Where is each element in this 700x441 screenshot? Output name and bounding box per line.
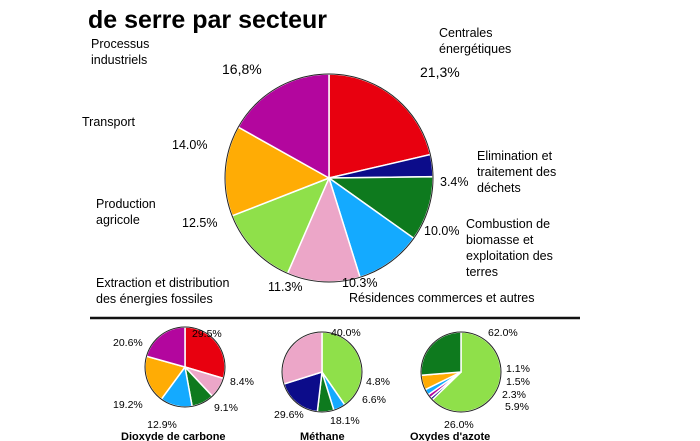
main-pie xyxy=(224,73,434,283)
main-pie-labels: Centrales énergétiques 21,3% Elimination et… xyxy=(82,26,556,306)
co2-pie-value-centrales: 29.5% xyxy=(192,328,222,340)
nox-pie-value-residences: 2.3% xyxy=(502,389,526,401)
co2-pie-value-residences: 12.9% xyxy=(147,419,177,431)
main-label-centrales-line-2: énergétiques xyxy=(439,42,511,56)
nox-pie-slice-combustion xyxy=(420,331,462,377)
main-value-transport: 14.0% xyxy=(172,138,207,152)
co2-pie-outline xyxy=(144,326,226,408)
methane-pie-value-agricole: 40.0% xyxy=(331,327,361,339)
methane-pie-value-combustion: 6.6% xyxy=(362,394,386,406)
main-label-centrales-line-1: Centrales xyxy=(439,26,493,40)
nox-pie-value-agricole: 62.0% xyxy=(488,327,518,339)
main-label-transport-line-1: Transport xyxy=(82,115,136,129)
co2-pie-value-combustion: 9.1% xyxy=(214,402,238,414)
main-label-agricole-line-2: agricole xyxy=(96,213,140,227)
co2-pie: 29.5% 8.4% 9.1% 12.9% 19.2% 20.6% Dioxyde de c… xyxy=(113,326,254,441)
co2-pie-title: Dioxyde de carbone xyxy=(121,431,226,441)
nox-pie-value-combustion: 26.0% xyxy=(444,419,474,431)
main-label-combustion-line-2: biomasse et xyxy=(466,233,534,247)
main-value-extraction: 11.3% xyxy=(268,280,303,294)
methane-pie-value-extraction: 29.6% xyxy=(274,409,304,421)
nox-pie: 62.0% 1.1%1.5%2.3%5.9% 26.0%Oxydes d'azote xyxy=(410,327,530,441)
main-pie-outline xyxy=(224,73,434,283)
nox-pie-value-transport: 5.9% xyxy=(505,401,529,413)
main-label-agricole-line-1: Production xyxy=(96,197,156,211)
main-value-industriels: 16,8% xyxy=(222,61,262,77)
methane-pie: 40.0% 4.8% 6.6%18.1% 29.6% Méthane xyxy=(274,327,390,441)
methane-pie-title: Méthane xyxy=(300,431,345,441)
main-label-residences-line-1: Résidences commerces et autres xyxy=(349,291,535,305)
main-value-residences: 10.3% xyxy=(342,276,377,290)
methane-pie-outline xyxy=(281,331,363,413)
main-label-combustion-line-3: exploitation des xyxy=(466,249,553,263)
main-label-combustion-line-4: terres xyxy=(466,265,498,279)
main-value-centrales: 21,3% xyxy=(420,64,460,80)
methane-pie-value-residences: 4.8% xyxy=(366,376,390,388)
co2-pie-value-transport: 19.2% xyxy=(113,399,143,411)
nox-pie-outline xyxy=(420,331,502,413)
sub-pies: 29.5% 8.4% 9.1% 12.9% 19.2% 20.6% Dioxyde de c… xyxy=(113,326,530,441)
main-value-agricole: 12.5% xyxy=(182,216,217,230)
co2-pie-value-industriels: 20.6% xyxy=(113,337,143,349)
main-label-elimination-line-1: Elimination et xyxy=(477,149,553,163)
main-value-combustion: 10.0% xyxy=(424,224,459,238)
main-value-elimination: 3.4% xyxy=(440,175,469,189)
nox-pie-value-industriels: 1.5% xyxy=(506,376,530,388)
main-label-elimination-line-3: déchets xyxy=(477,181,521,195)
methane-pie-value-elimination: 18.1% xyxy=(330,415,360,427)
main-label-industriels-line-1: Processus xyxy=(91,37,149,51)
main-label-elimination-line-2: traitement des xyxy=(477,165,556,179)
nox-pie-title: Oxydes d'azote xyxy=(410,431,490,441)
nox-pie-value-elimination: 1.1% xyxy=(506,363,530,375)
co2-pie-value-extraction: 8.4% xyxy=(230,376,254,388)
main-label-industriels-line-2: industriels xyxy=(91,53,147,67)
main-label-combustion-line-1: Combustion de xyxy=(466,217,550,231)
main-label-extraction-line-1: Extraction et distribution xyxy=(96,276,229,290)
main-title: de serre par secteur xyxy=(88,6,327,34)
main-label-extraction-line-2: des énergies fossiles xyxy=(96,292,213,306)
